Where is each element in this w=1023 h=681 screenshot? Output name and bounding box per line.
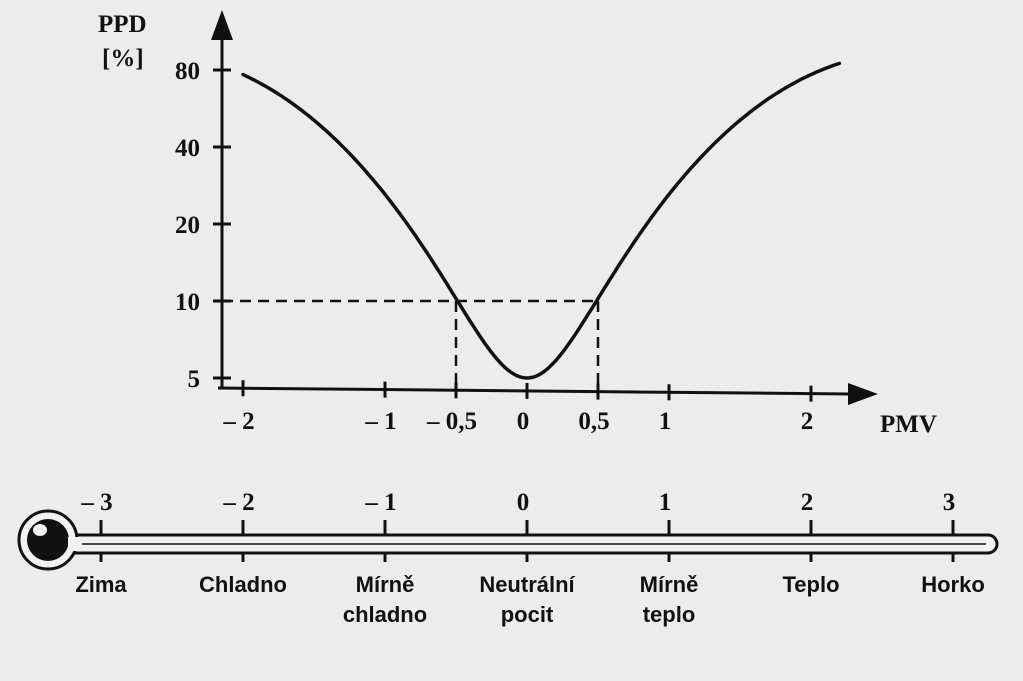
x-ticks: – 2 – 1 – 0,5 0 0,5 1 2: [222, 380, 813, 435]
y-tick-label: 40: [175, 135, 200, 162]
reference-lines: [222, 299, 600, 392]
x-axis-line: [217, 386, 851, 396]
thermometer-scale-label: – 3: [80, 489, 112, 516]
thermometer-scale-label: 0: [517, 489, 530, 516]
sensation-label: pocit: [501, 602, 554, 627]
y-ticks: 5 10 20 40 80: [175, 58, 231, 393]
sensation-label: teplo: [643, 602, 696, 627]
x-tick-label: 0: [517, 408, 530, 435]
sensation-label: Horko: [921, 572, 985, 597]
axes: [211, 10, 878, 405]
thermometer-bulb: [27, 519, 69, 561]
x-tick-label: 2: [801, 408, 814, 435]
thermometer-scale-label: – 1: [364, 489, 396, 516]
thermometer-scale-label: – 2: [222, 489, 254, 516]
sensation-label: Mírně: [640, 572, 699, 597]
x-axis-title: PMV: [880, 411, 937, 438]
x-tick-label: – 1: [364, 408, 396, 435]
x-tick-label: – 2: [222, 408, 254, 435]
y-tick-label: 80: [175, 58, 200, 85]
y-tick-label: 20: [175, 212, 200, 239]
sensation-label: Teplo: [782, 572, 839, 597]
ppd-curve: [241, 61, 842, 380]
thermometer-neck: [68, 537, 82, 551]
sensation-label: chladno: [343, 602, 427, 627]
thermometer-scale-label: 1: [659, 489, 672, 516]
thermometer: – 3 Zima – 2 Chladno – 1 Mírně chladno 0 Neutrál…: [17, 489, 999, 627]
thermometer-bulb-highlight: [33, 524, 47, 536]
sensation-label: Zima: [75, 572, 127, 597]
x-axis-arrow: [848, 383, 878, 405]
y-axis-title-line1: PPD: [98, 11, 147, 38]
thermometer-ticks: – 3 Zima – 2 Chladno – 1 Mírně chladno 0 Neutrál…: [75, 489, 984, 627]
thermometer-scale-label: 3: [943, 489, 956, 516]
y-tick-label: 5: [188, 366, 201, 393]
y-axis-title-line2: [%]: [102, 45, 144, 72]
y-tick-label: 10: [175, 289, 200, 316]
y-axis-arrow: [211, 10, 233, 40]
sensation-label: Mírně: [356, 572, 415, 597]
x-tick-label: – 0,5: [426, 408, 477, 435]
thermometer-scale-label: 2: [801, 489, 814, 516]
sensation-label: Neutrální: [479, 572, 575, 597]
x-tick-label: 0,5: [578, 408, 609, 435]
sensation-label: Chladno: [199, 572, 287, 597]
x-tick-label: 1: [659, 408, 672, 435]
